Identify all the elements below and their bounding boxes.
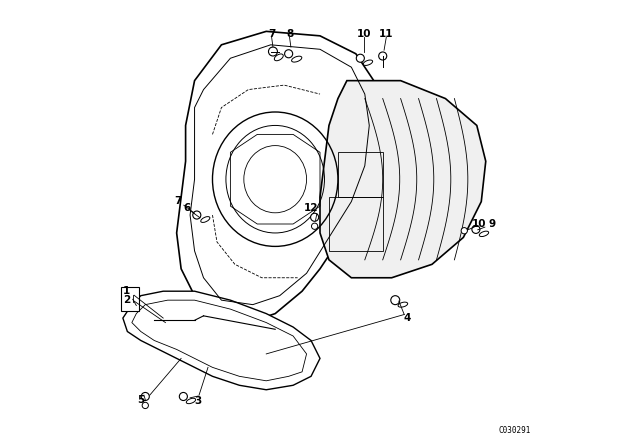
Ellipse shape (310, 213, 319, 221)
Text: 4: 4 (404, 313, 411, 323)
Ellipse shape (142, 402, 148, 409)
Text: 1: 1 (123, 286, 130, 296)
Ellipse shape (398, 302, 408, 307)
Bar (338, 152, 383, 197)
Ellipse shape (391, 296, 400, 305)
Text: 2: 2 (123, 295, 130, 305)
Text: 9: 9 (488, 219, 495, 229)
Text: 7: 7 (268, 29, 275, 39)
Text: 12: 12 (304, 203, 318, 213)
Ellipse shape (292, 56, 302, 62)
Text: 10: 10 (472, 219, 487, 229)
Polygon shape (320, 81, 486, 278)
Ellipse shape (285, 50, 292, 58)
Text: 7: 7 (174, 196, 181, 206)
Polygon shape (177, 31, 378, 323)
Text: 6: 6 (184, 203, 191, 213)
Ellipse shape (364, 60, 372, 65)
Ellipse shape (269, 47, 278, 56)
Text: 3: 3 (195, 396, 202, 406)
Ellipse shape (479, 231, 489, 237)
Ellipse shape (201, 217, 210, 222)
Ellipse shape (472, 225, 480, 233)
Text: 8: 8 (286, 29, 293, 39)
Polygon shape (123, 291, 320, 390)
Text: 10: 10 (356, 29, 371, 39)
Ellipse shape (461, 228, 467, 234)
Text: 11: 11 (379, 29, 394, 39)
Ellipse shape (141, 392, 149, 401)
Ellipse shape (379, 52, 387, 60)
Ellipse shape (275, 54, 284, 61)
Bar (329, 197, 383, 251)
Ellipse shape (312, 223, 318, 229)
Bar (121, 287, 139, 311)
Text: 5: 5 (137, 395, 145, 405)
Ellipse shape (193, 211, 201, 219)
Ellipse shape (186, 398, 196, 404)
Text: C030291: C030291 (498, 426, 531, 435)
Ellipse shape (356, 54, 364, 62)
Ellipse shape (179, 392, 188, 401)
